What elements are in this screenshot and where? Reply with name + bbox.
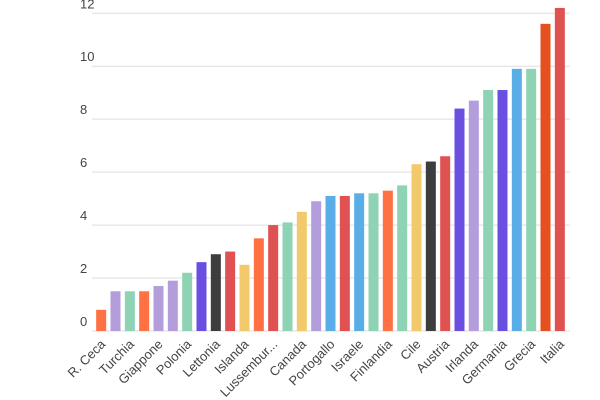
bar [182,272,193,331]
x-tick-label: Italia [537,336,568,367]
y-tick-label: 6 [80,155,87,170]
bar [282,222,293,331]
bar [397,185,408,331]
y-tick-label: 4 [80,208,87,223]
bar [554,7,565,331]
bar [526,68,537,332]
bar [167,280,178,331]
bar [253,238,264,331]
bar [225,251,236,331]
bar [468,100,479,332]
bar [96,309,107,331]
bar [440,156,451,331]
bar [511,68,522,332]
bar [296,211,307,331]
x-tick-label: Grecia [501,336,539,374]
bar [239,264,250,331]
bar [139,291,150,331]
bar [124,291,135,331]
bar [497,90,508,331]
bar [110,291,121,331]
y-tick-label: 10 [80,49,94,64]
y-tick-label: 12 [80,0,94,11]
bar [411,164,422,331]
bar [368,193,379,331]
bar [311,201,322,331]
bar [354,193,365,331]
bar [382,190,393,331]
bar [325,195,336,331]
bar [454,108,465,332]
bar [339,195,350,331]
bar [540,23,551,331]
bar [483,90,494,331]
y-tick-label: 2 [80,261,87,276]
y-tick-label: 8 [80,102,87,117]
bar [153,285,164,331]
bar [210,254,221,331]
bar [268,225,279,331]
bar [425,161,436,331]
bar [196,262,207,331]
y-tick-label: 0 [80,314,87,329]
